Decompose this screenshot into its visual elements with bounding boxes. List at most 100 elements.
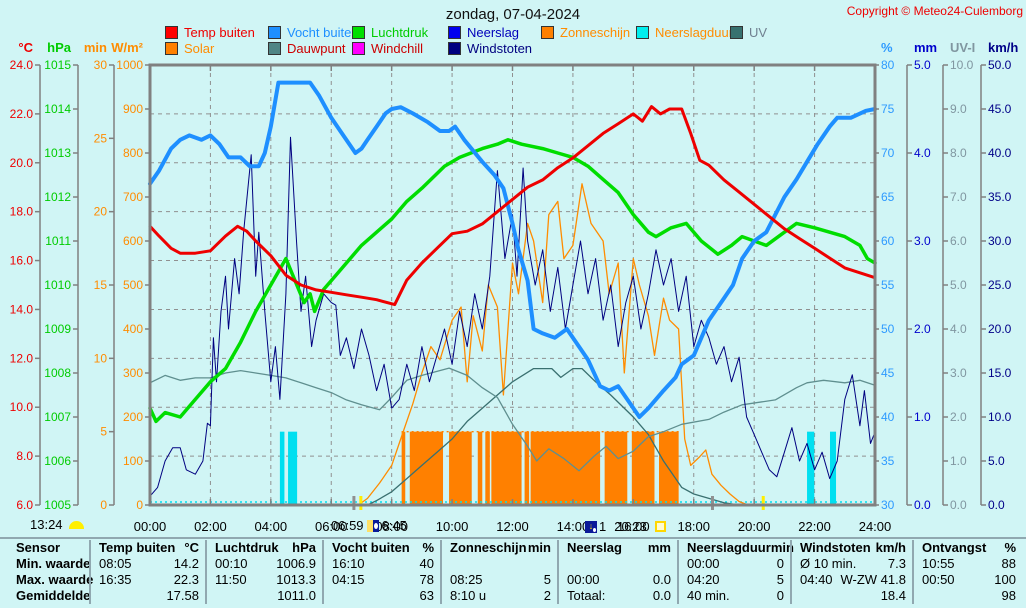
col-name: Luchtdruk: [215, 540, 279, 555]
table-cell: 1011.0: [207, 588, 322, 604]
svg-text:°C: °C: [18, 40, 33, 55]
svg-text:30.0: 30.0: [988, 234, 1012, 248]
svg-text:18.0: 18.0: [10, 205, 34, 219]
legend-item-windstoten: Windstoten: [448, 41, 532, 56]
table-cell: 8:10 u 2: [442, 588, 557, 604]
max-time: 04:20: [687, 572, 720, 587]
svg-text:%: %: [881, 40, 893, 55]
svg-text:40.0: 40.0: [988, 146, 1012, 160]
table-cell: Neerslag mm: [559, 540, 677, 556]
col-name: Neerslagduur: [687, 540, 771, 555]
svg-text:1011: 1011: [45, 234, 71, 248]
svg-text:UV-I: UV-I: [950, 40, 975, 55]
table-cell: 00:50 100: [914, 572, 1022, 588]
svg-text:0.0: 0.0: [950, 498, 967, 512]
svg-text:600: 600: [123, 234, 143, 248]
svg-text:02:00: 02:00: [194, 519, 227, 534]
min-time: Ø 10 min.: [800, 556, 857, 571]
svg-text:20.0: 20.0: [988, 322, 1012, 336]
min-time: 00:00: [687, 556, 720, 571]
legend-label: Zonneschijn: [560, 25, 631, 40]
avg-value: 0.0: [652, 588, 671, 603]
table-cell: 00:00 0: [679, 556, 790, 572]
daylight-duration: 13:24: [30, 517, 84, 532]
svg-text:7.0: 7.0: [950, 190, 967, 204]
table-cell: [442, 556, 557, 572]
series-vocht-buiten: [148, 80, 877, 419]
col-name: Neerslag: [567, 540, 622, 555]
min-time: 08:05: [99, 556, 132, 571]
svg-text:10.0: 10.0: [10, 400, 34, 414]
svg-text:W/m²: W/m²: [111, 40, 143, 55]
series-windstoten: [149, 136, 876, 497]
table-cell: 40 min. 0: [679, 588, 790, 604]
row-label: Min. waarde: [16, 556, 91, 571]
table-cell: 98: [914, 588, 1022, 604]
svg-text:1013: 1013: [44, 146, 71, 160]
copyright-text: Copyright © Meteo24-Culemborg: [846, 4, 1023, 18]
svg-text:24:00: 24:00: [859, 519, 892, 534]
svg-text:12.0: 12.0: [10, 351, 34, 365]
svg-text:1007: 1007: [44, 410, 71, 424]
table-cell: 18.4: [792, 588, 912, 604]
svg-text:0: 0: [136, 498, 143, 512]
svg-text:1015: 1015: [44, 58, 71, 72]
svg-text:500: 500: [123, 278, 143, 292]
svg-text:1012: 1012: [44, 190, 71, 204]
avg-value: 2: [543, 588, 551, 603]
max-time: 00:00: [567, 572, 600, 587]
table-cell: 11:50 1013.3: [207, 572, 322, 588]
weather-chart: 24.022.020.018.016.014.012.010.08.06.0°C…: [10, 40, 1019, 534]
table-cell: 63: [324, 588, 440, 604]
max-time: 16:35: [99, 572, 132, 587]
svg-text:200: 200: [123, 410, 143, 424]
max-value: 5: [543, 572, 551, 587]
min-value: 14.2: [173, 556, 199, 571]
svg-text:14.0: 14.0: [10, 302, 34, 316]
avg-value: 18.4: [880, 588, 906, 603]
svg-text:25: 25: [94, 131, 108, 145]
svg-text:km/h: km/h: [988, 40, 1018, 55]
min-time: 10:55: [922, 556, 955, 571]
table-col-neerslag: Neerslag mm 00:00 0.0 Totaal: 0.0: [557, 540, 677, 604]
svg-text:2.0: 2.0: [950, 410, 967, 424]
table-cell: Vocht buiten%: [324, 540, 440, 556]
avg-value: 0: [776, 588, 784, 603]
svg-text:mm: mm: [914, 40, 937, 55]
table-cell: 08:25 5: [442, 572, 557, 588]
avg-value: 17.58: [166, 588, 199, 603]
legend-swatch: [165, 42, 178, 55]
table-cell: Ø 10 min. 7.3: [792, 556, 912, 572]
table-cell: 00:00 0.0: [559, 572, 677, 588]
legend-item-vocht-buiten: Vocht buiten: [268, 25, 359, 40]
svg-text:22:00: 22:00: [798, 519, 831, 534]
table-col-vocht-buiten: Vocht buiten% 16:10 40 04:15 78 63: [322, 540, 440, 604]
svg-text:0.0: 0.0: [914, 498, 931, 512]
sunrise-time: 06:59: [331, 518, 364, 533]
min-value: 7.3: [887, 556, 906, 571]
svg-text:5.0: 5.0: [914, 58, 931, 72]
max-value: 78: [419, 572, 434, 587]
svg-text:45.0: 45.0: [988, 102, 1012, 116]
avg-label: 8:10 u: [450, 588, 487, 603]
svg-text:8.0: 8.0: [16, 449, 33, 463]
svg-text:75: 75: [881, 102, 895, 116]
svg-text:10.0: 10.0: [988, 410, 1012, 424]
series-solar: [149, 183, 876, 506]
table-cell: 16:10 40: [324, 556, 440, 572]
svg-text:3.0: 3.0: [914, 234, 931, 248]
daylight-duration-value: 13:24: [30, 517, 63, 532]
col-unit: %: [422, 540, 434, 555]
avg-label: 40 min.: [687, 588, 730, 603]
svg-text:24.0: 24.0: [10, 58, 34, 72]
legend-label: Vocht buiten: [287, 25, 359, 40]
svg-text:20: 20: [94, 205, 108, 219]
legend-swatch: [165, 26, 178, 39]
svg-text:15.0: 15.0: [988, 366, 1012, 380]
legend-swatch: [636, 26, 649, 39]
max-value: W-ZW 41.8: [840, 572, 907, 587]
svg-text:0: 0: [100, 498, 107, 512]
svg-text:700: 700: [123, 190, 143, 204]
max-value: 5: [776, 572, 784, 587]
legend-label: Neerslagduur: [655, 25, 734, 40]
